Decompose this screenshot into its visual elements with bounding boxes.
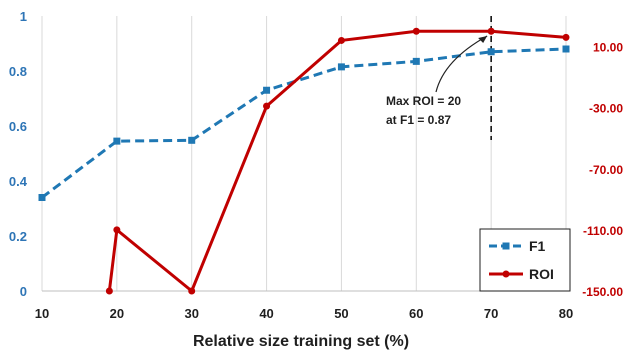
right-y-axis: -150.00 -110.00 -70.00 -30.00 10.00 [582, 41, 623, 299]
f1-point-3 [263, 86, 271, 94]
annotation-line-2: at F1 = 0.87 [386, 113, 451, 127]
series-roi [105, 27, 570, 295]
annotation-arrowhead [478, 36, 488, 43]
right-tick-label-3: -30.00 [589, 102, 623, 116]
left-tick-label-5: 1 [20, 9, 27, 24]
roi-point-7 [562, 33, 570, 41]
x-tick-label-2: 30 [184, 306, 198, 321]
left-tick-label-0: 0 [20, 284, 27, 299]
right-tick-label-4: 10.00 [593, 41, 623, 55]
right-tick-label-2: -70.00 [589, 163, 623, 177]
roi-point-0 [105, 287, 113, 295]
x-tick-label-5: 60 [409, 306, 423, 321]
legend-label-f1: F1 [529, 238, 546, 254]
legend-box [479, 228, 571, 292]
x-axis: 10 20 30 40 50 60 70 80 [35, 306, 573, 321]
x-tick-label-4: 50 [334, 306, 348, 321]
roi-point-1 [113, 226, 121, 234]
roi-point-6 [487, 27, 495, 35]
series-layer [38, 27, 570, 295]
roi-point-4 [337, 36, 345, 44]
annotation: Max ROI = 20 at F1 = 0.87 [386, 35, 488, 127]
left-tick-label-1: 0.2 [9, 229, 27, 244]
roi-point-2 [188, 287, 196, 295]
legend-marker-roi [502, 270, 510, 278]
f1-point-1 [113, 137, 121, 145]
f1-point-5 [412, 57, 420, 65]
legend-item-roi[interactable]: ROI [489, 266, 554, 282]
legend[interactable]: F1 ROI [479, 228, 571, 292]
annotation-arrow [435, 35, 488, 93]
f1-point-0 [38, 194, 46, 201]
roi-point-3 [263, 102, 271, 110]
x-tick-label-7: 80 [559, 306, 573, 321]
right-tick-label-1: -110.00 [583, 224, 623, 238]
right-tick-label-0: -150.00 [582, 285, 623, 299]
annotation-line-1: Max ROI = 20 [386, 94, 461, 108]
legend-marker-f1 [502, 242, 510, 250]
left-y-axis: 0 0.2 0.4 0.6 0.8 1 [9, 9, 28, 299]
left-tick-label-4: 0.8 [9, 64, 27, 79]
left-tick-label-3: 0.6 [9, 119, 27, 134]
x-axis-label: Relative size training set (%) [193, 333, 409, 350]
roi-point-5 [412, 27, 420, 35]
series-line-roi [107, 29, 567, 293]
legend-item-f1[interactable]: F1 [489, 238, 546, 254]
x-tick-label-0: 10 [35, 306, 49, 321]
left-tick-label-2: 0.4 [9, 174, 28, 189]
series-f1 [38, 45, 570, 201]
f1-point-7 [562, 45, 570, 53]
x-tick-label-3: 40 [259, 306, 273, 321]
legend-label-roi: ROI [529, 266, 554, 282]
f1-point-6 [487, 48, 495, 56]
f1-point-4 [337, 63, 345, 71]
x-tick-label-1: 20 [110, 306, 124, 321]
x-tick-label-6: 70 [484, 306, 498, 321]
f1-point-2 [188, 136, 196, 144]
series-line-f1 [41, 47, 567, 199]
